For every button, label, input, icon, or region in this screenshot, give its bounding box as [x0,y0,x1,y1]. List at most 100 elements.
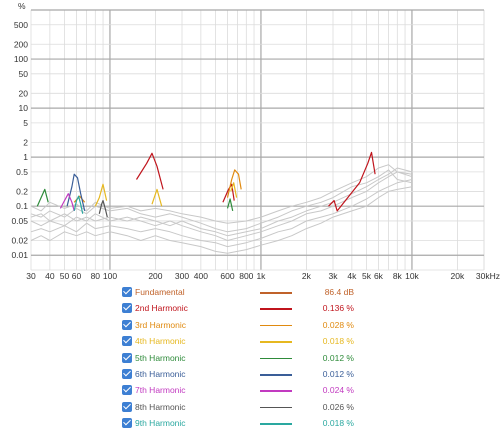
legend-checkbox[interactable] [122,369,132,379]
y-tick-label: 0.2 [16,186,28,196]
legend-swatch [260,374,292,376]
x-tick-label: 6k [374,271,384,281]
legend-value: 0.024 % [322,385,354,396]
legend-value: 0.018 % [322,418,354,429]
x-tick-label: 400 [194,271,208,281]
legend-checkbox[interactable] [122,287,132,297]
background-curve [30,164,413,224]
x-tick-label: 8k [393,271,403,281]
x-tick-label: 100 [103,271,117,281]
y-tick-label: 0.5 [16,167,28,177]
y-tick-label: 0.01 [11,250,28,260]
y-tick-label: 0.1 [16,201,28,211]
legend-row: 2nd Harmonic 0.136 % [120,301,360,317]
series-line-8th-harmonic [98,200,108,218]
x-tick-label: 600 [220,271,234,281]
legend-label: Fundamental [135,287,185,297]
x-axis-tick-labels: 30 40 50 60 80 100 200 300 400 600 800 1k 2k 3k 4k 5k 6k… [26,271,500,281]
y-tick-label: 100 [14,54,28,64]
legend-row: 5th Harmonic 0.012 % [120,351,360,367]
legend-checkbox[interactable] [122,385,132,396]
legend-label: 4th Harmonic [135,336,186,347]
legend-label: 6th Harmonic [135,369,186,379]
legend-row: 8th Harmonic 0.026 % [120,400,360,416]
x-tick-label: 30kHz [476,271,500,281]
legend-label: 2nd Harmonic [135,303,188,314]
x-tick-label: 30 [26,271,36,281]
legend-swatch [260,341,292,343]
y-tick-label: 0.05 [11,216,28,226]
legend-value: 0.018 % [322,336,354,347]
legend-label: 3rd Harmonic [135,319,187,330]
legend-checkbox[interactable] [122,319,132,330]
legend-value: 86.4 dB [324,287,354,297]
x-tick-label: 5k [362,271,372,281]
legend-row: 6th Harmonic 0.012 % [120,367,360,383]
legend-checkbox[interactable] [122,401,132,412]
x-tick-label: 4k [347,271,357,281]
background-curves [30,164,413,254]
legend-swatch [260,292,292,294]
series-line-4th-harmonic [94,182,238,207]
y-tick-label: 20 [19,88,29,98]
legend-checkbox[interactable] [122,336,132,347]
legend-value: 0.136 % [322,303,354,314]
legend-swatch [260,390,292,392]
legend-checkbox[interactable] [122,418,132,429]
legend-label: 8th Harmonic [135,401,186,412]
legend-value: 0.012 % [322,369,354,379]
x-tick-label: 40 [45,271,55,281]
legend-value: 0.028 % [322,319,354,330]
x-tick-label: 60 [72,271,82,281]
background-curve [30,171,413,241]
x-tick-label: 300 [175,271,189,281]
x-tick-label: 3k [329,271,339,281]
x-tick-label: 10k [405,271,419,281]
series-line-7th-harmonic [59,193,75,212]
y-tick-label: 0.02 [11,235,28,245]
background-curve [30,167,413,237]
y-tick-label: 2 [23,137,28,147]
legend-swatch [260,423,292,425]
x-tick-label: 80 [91,271,101,281]
y-tick-label: 10 [19,103,29,113]
series-line-9th-harmonic [73,195,84,214]
chart-grid [30,9,485,271]
y-tick-label: 1 [23,152,28,162]
x-tick-label: 2k [302,271,312,281]
legend-swatch [260,308,292,310]
series-line-2nd-harmonic [135,151,376,212]
distortion-chart: 30 40 50 60 80 100 200 300 400 600 800 1k 2k 3k 4k 5k 6k… [11,1,500,281]
series-line-6th-harmonic [66,173,86,212]
legend-row: Fundamental 86.4 dB [120,285,360,301]
y-axis-tick-labels: 500 200 100 50 20 10 5 2 1 0.5 0.2 0.1 0.05 0.02 0.01 [11,20,28,260]
legend-row: 3rd Harmonic 0.028 % [120,318,360,334]
legend-checkbox[interactable] [122,352,132,363]
legend-label: 5th Harmonic [135,352,186,363]
legend-label: 9th Harmonic [135,418,186,429]
legend-checkbox[interactable] [122,303,132,314]
legend-swatch [260,406,292,409]
x-tick-label: 50 [60,271,70,281]
legend-swatch [260,324,292,327]
x-tick-label: 20k [451,271,465,281]
legend-value: 0.026 % [322,401,354,412]
y-axis-unit-label: % [18,1,26,11]
y-tick-label: 200 [14,39,28,49]
y-tick-label: 500 [14,20,28,30]
legend-swatch [260,357,292,360]
harmonic-series [36,151,376,218]
legend-value: 0.012 % [322,352,354,363]
x-tick-label: 200 [148,271,162,281]
x-tick-label: 800 [239,271,253,281]
legend-label: 7th Harmonic [135,385,186,396]
background-curve [30,186,413,254]
background-curve [30,179,413,248]
x-tick-label: 1k [256,271,266,281]
legend-row: 9th Harmonic 0.018 % [120,416,360,432]
y-tick-label: 5 [23,118,28,128]
y-tick-label: 50 [19,69,29,79]
series-line-5th-harmonic [36,188,234,212]
legend-row: 7th Harmonic 0.024 % [120,383,360,399]
legend-row: 4th Harmonic 0.018 % [120,334,360,350]
